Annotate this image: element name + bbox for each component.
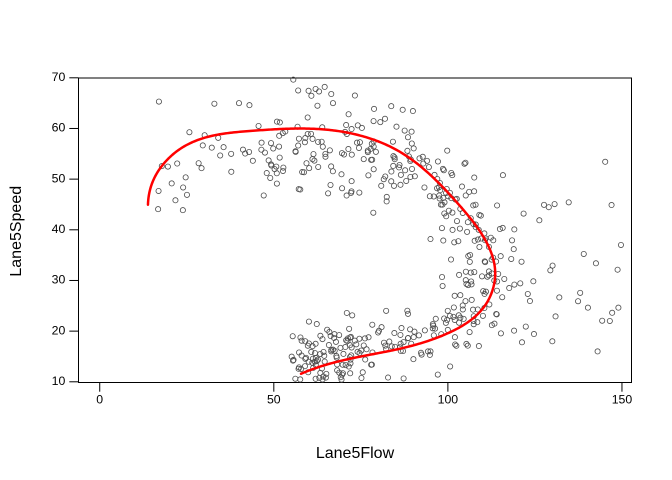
svg-text:50: 50 <box>267 393 281 407</box>
svg-text:20: 20 <box>52 323 66 337</box>
svg-text:Lane5Flow: Lane5Flow <box>316 445 395 462</box>
svg-text:Lane5Speed: Lane5Speed <box>8 186 25 277</box>
svg-text:40: 40 <box>52 222 66 236</box>
svg-text:150: 150 <box>612 393 633 407</box>
svg-text:70: 70 <box>52 70 66 84</box>
svg-text:100: 100 <box>438 393 459 407</box>
svg-text:50: 50 <box>52 171 66 185</box>
svg-text:10: 10 <box>52 374 66 388</box>
svg-text:30: 30 <box>52 273 66 287</box>
svg-text:0: 0 <box>96 393 103 407</box>
svg-text:60: 60 <box>52 121 66 135</box>
